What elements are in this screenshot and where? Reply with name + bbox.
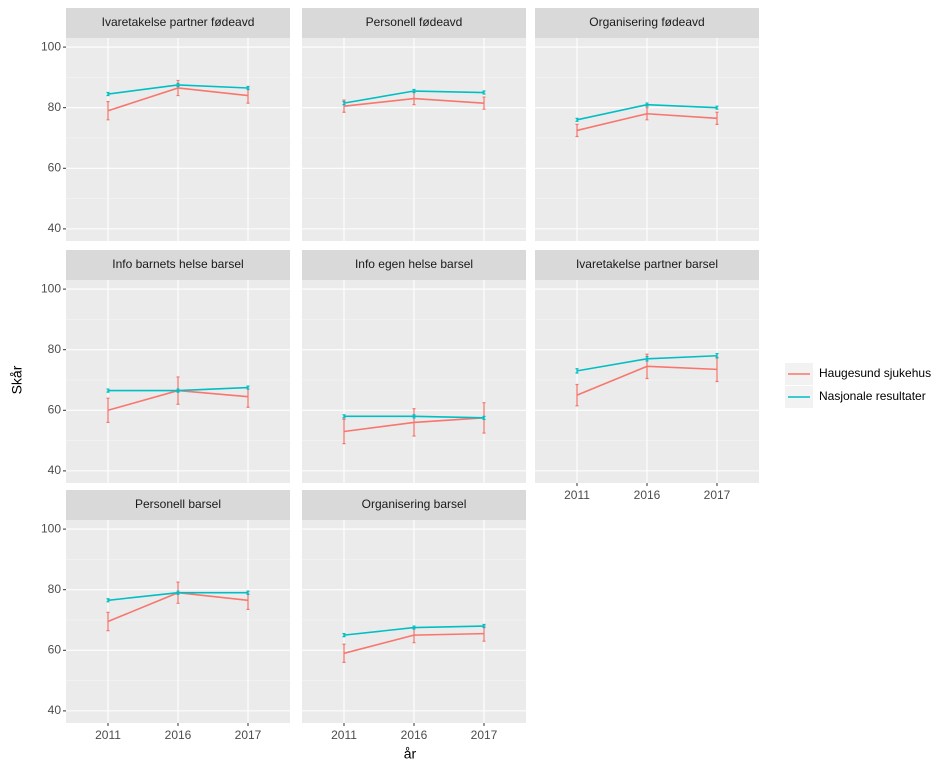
x-tick-label: 2011 — [331, 728, 357, 742]
error-bar — [246, 590, 250, 595]
x-tick-label: 2016 — [401, 728, 428, 742]
error-bar — [176, 388, 180, 393]
error-bar — [645, 356, 649, 362]
error-bar — [342, 414, 346, 419]
error-bar — [412, 408, 416, 437]
error-bar — [246, 385, 250, 390]
strip — [302, 490, 526, 520]
x-tick-label: 2016 — [165, 728, 192, 742]
error-bar — [645, 107, 649, 121]
x-tick-label: 2017 — [471, 728, 498, 742]
strip-title: Ivaretakelse partner barsel — [576, 257, 718, 271]
y-tick-label: 80 — [48, 582, 62, 596]
y-tick-label: 80 — [48, 342, 62, 356]
error-bar — [342, 418, 346, 445]
y-tick-label: 100 — [41, 39, 61, 53]
strip — [66, 490, 290, 520]
error-bar — [575, 123, 579, 138]
error-bar — [715, 353, 719, 359]
y-tick-label: 100 — [41, 281, 61, 295]
x-tick-label: 2017 — [704, 488, 731, 502]
y-tick-label: 40 — [48, 703, 62, 717]
error-bar — [106, 101, 110, 121]
strip — [302, 8, 526, 38]
strip-title: Ivaretakelse partner fødeavd — [102, 15, 255, 29]
y-tick-label: 80 — [48, 100, 62, 114]
error-bar — [482, 415, 486, 420]
error-bar — [412, 625, 416, 630]
x-axis-title: år — [404, 746, 417, 762]
x-tick-label: 2017 — [235, 728, 262, 742]
error-bar — [575, 368, 579, 374]
error-bar — [575, 117, 579, 122]
error-bar — [176, 82, 180, 88]
error-bar — [342, 633, 346, 638]
error-bar — [246, 85, 250, 91]
y-tick-label: 40 — [48, 463, 62, 477]
x-tick-label: 2011 — [95, 728, 121, 742]
strip — [66, 8, 290, 38]
strip — [66, 250, 290, 280]
error-bar — [342, 101, 346, 106]
legend-label: Nasjonale resultater — [819, 389, 926, 403]
error-bar — [482, 96, 486, 110]
error-bar — [106, 388, 110, 393]
strip — [302, 250, 526, 280]
strip — [535, 250, 759, 280]
legend-label: Haugesund sjukehus — [819, 366, 931, 380]
strip-title: Organisering barsel — [362, 497, 467, 511]
y-axis-title: Skår — [9, 365, 25, 394]
strip-title: Personell barsel — [135, 497, 221, 511]
y-tick-label: 100 — [41, 521, 61, 535]
strip-title: Info barnets helse barsel — [112, 257, 243, 271]
error-bar — [106, 598, 110, 603]
error-bar — [176, 590, 180, 595]
y-tick-label: 60 — [48, 402, 62, 416]
error-bar — [575, 383, 579, 407]
strip-title: Personell fødeavd — [366, 15, 463, 29]
error-bar — [106, 611, 110, 632]
error-bar — [715, 111, 719, 125]
error-bar — [482, 90, 486, 95]
error-bar — [645, 102, 649, 107]
error-bar — [106, 397, 110, 424]
error-bar — [715, 105, 719, 110]
y-tick-label: 60 — [48, 642, 62, 656]
x-tick-label: 2011 — [564, 488, 590, 502]
strip-title: Info egen helse barsel — [355, 257, 473, 271]
x-tick-label: 2016 — [634, 488, 661, 502]
y-tick-label: 60 — [48, 160, 62, 174]
strip-title: Organisering fødeavd — [589, 15, 704, 29]
error-bar — [482, 623, 486, 629]
y-tick-label: 40 — [48, 221, 62, 235]
error-bar — [412, 88, 416, 94]
error-bar — [106, 91, 110, 97]
error-bar — [342, 643, 346, 664]
error-bar — [412, 414, 416, 419]
strip — [535, 8, 759, 38]
